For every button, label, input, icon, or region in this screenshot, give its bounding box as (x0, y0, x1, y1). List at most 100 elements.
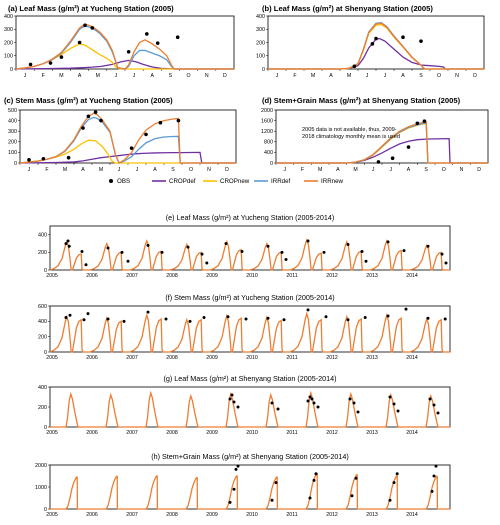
panel-g-xtick-label: 2008 (166, 430, 178, 436)
panel-e-xtick-label: 2011 (286, 273, 297, 279)
panel-e-obs-point (386, 240, 390, 244)
panel-c-obs-point (93, 110, 98, 114)
panel-a-xtick-label: M (96, 73, 100, 79)
panel-h-obs-point (312, 478, 316, 482)
panel-e-obs-point (444, 261, 448, 265)
panel-e-xtick-label: 2008 (166, 273, 178, 279)
panel-b-xtick-label: N (455, 73, 459, 79)
panel-f-xtick-label: 2008 (166, 355, 178, 361)
panel-f: (f) Stem Mass (g/m²) at Yucheng Station … (38, 293, 451, 361)
panel-h-obs-point (432, 474, 436, 478)
panel-b-xtick-label: S (419, 73, 423, 79)
panel-h-xtick-label: 2013 (366, 512, 378, 518)
panel-e-obs-point (280, 250, 284, 254)
panel-c-ytick-label: 300 (8, 129, 17, 135)
panel-c-series-cropdef (19, 151, 236, 164)
panel-b-xtick-label: A (401, 73, 405, 79)
panel-a-obs-point (77, 40, 82, 45)
panel-h-obs-point (236, 464, 240, 468)
panel-h-obs-point (274, 481, 278, 485)
panel-g-obs-point (352, 401, 356, 405)
panel-g-xtick-label: 2006 (86, 430, 98, 436)
panel-g-xtick-label: 2005 (46, 430, 58, 436)
panel-g-xtick-label: 2012 (326, 430, 338, 436)
panel-a-xtick-label: N (205, 73, 209, 79)
panel-d-xtick-label: J (284, 167, 287, 173)
panel-a-ytick-label: 200 (4, 40, 13, 46)
panel-e-obs-point (64, 242, 68, 246)
panel-b-xtick-label: O (437, 73, 441, 79)
panel-h-xtick-label: 2007 (126, 512, 138, 518)
panel-b-ytick-label: 200 (256, 40, 265, 46)
panel-e-obs-point (266, 244, 270, 248)
panel-e-ytick-label: 0 (44, 268, 47, 274)
panel-f-obs-point (64, 316, 68, 319)
panel-g-xtick-label: 2010 (246, 430, 258, 436)
panel-b-xtick-label: A (329, 73, 333, 79)
panel-b-ytick-label: 400 (256, 14, 265, 20)
panel-a-series-irrnew (15, 23, 234, 70)
legend-label-irrnew: IRRnew (321, 178, 344, 185)
panel-h-obs-point (430, 489, 434, 493)
panel-e-obs-point (67, 244, 71, 248)
panel-g-obs-point (232, 400, 236, 404)
panel-g-obs-point (310, 397, 314, 401)
panel-a-xtick-label: J (115, 73, 118, 79)
panel-b-xtick-label: J (276, 73, 279, 79)
panel-e-obs-point (126, 259, 130, 263)
panel-d-xtick-label: F (301, 167, 304, 173)
panel-b-series-irrnew (268, 22, 484, 70)
panel-d-xtick-label: N (460, 167, 464, 173)
panel-g-series-irrnew (50, 390, 450, 428)
panel-b-series-cropnew (268, 23, 484, 70)
panel-g-title: (g) Leaf Mass (g/m²) at Shenyang Station… (164, 374, 337, 383)
panel-f-ytick-label: 0 (44, 350, 47, 356)
panel-h-obs-point (270, 498, 274, 502)
panel-h-title: (h) Stem+Grain Mass (g/m²) at Shenyang S… (151, 452, 349, 461)
panel-c-ytick-label: 500 (8, 108, 17, 114)
panel-d-annotation-line-1: 2005 data is not available, thus, 2009- (302, 127, 397, 133)
panel-c-obs-point (86, 114, 91, 119)
panel-a-obs-point (175, 35, 180, 39)
panel-f-xtick-label: 2013 (366, 355, 378, 361)
panel-d-xtick-label: M (353, 167, 357, 173)
panel-e-obs-point (200, 252, 204, 256)
panel-b-ytick-label: 100 (256, 54, 265, 60)
panel-g-xtick-label: 2007 (126, 430, 138, 436)
panel-d-obs-point (390, 156, 395, 161)
legend: OBS CROPdef CROPnew IRRdef IRRnew (109, 178, 344, 185)
panel-b-plot: 0 100 200 300 400 J F M A M J J A S O N D (256, 14, 485, 79)
legend-label-cropnew: CROPnew (220, 178, 250, 185)
panel-h-obs-point (354, 476, 358, 480)
panel-a-xtick-label: J (24, 73, 27, 79)
panel-g-obs-point (228, 397, 232, 401)
panel-h-xtick-label: 2005 (46, 512, 58, 518)
panel-h: (h) Stem+Grain Mass (g/m²) at Shenyang S… (35, 452, 451, 518)
panel-a-obs-point (48, 61, 53, 65)
panel-a-ytick-label: 300 (4, 27, 13, 33)
panel-d-series-irrnew (276, 121, 488, 164)
panel-f-obs-point (443, 317, 447, 321)
panel-c-plot: 0 100 200 300 400 500 J F M A M J J A S O N D (8, 108, 237, 173)
panel-a-xtick-label: F (42, 73, 45, 79)
panel-e-obs-point (402, 249, 406, 253)
panel-h-obs-point (392, 481, 396, 485)
panel-h-obs-point (350, 494, 354, 498)
panel-g-obs-point (356, 410, 360, 414)
panel-h-obs-point (395, 472, 399, 476)
panel-e-title: (e) Leaf Mass (g/m²) at Yucheng Station … (166, 213, 334, 222)
panel-d-plot: 0 400 800 1200 1600 2000 J F M A M J J A S O N D (261, 108, 489, 173)
panel-c-ytick-label: 100 (8, 150, 17, 156)
panel-c-obs-point (81, 126, 85, 130)
panel-a-obs-point (28, 62, 33, 67)
panel-f-obs-point (146, 310, 150, 314)
panel-c-obs-point (144, 132, 148, 137)
panel-c: (c) Stem Mass (g/m²) at Yucheng Station … (4, 96, 237, 173)
panel-g-ytick-label: 400 (38, 385, 47, 391)
panel-c-xtick-label: M (63, 167, 67, 173)
panel-h-obs-point (234, 467, 238, 471)
panel-g-obs-point (312, 401, 316, 405)
panel-d-ytick-label: 400 (264, 150, 273, 156)
panel-d-ytick-label: 1600 (261, 118, 273, 124)
panel-c-ytick-label: 0 (14, 161, 17, 167)
